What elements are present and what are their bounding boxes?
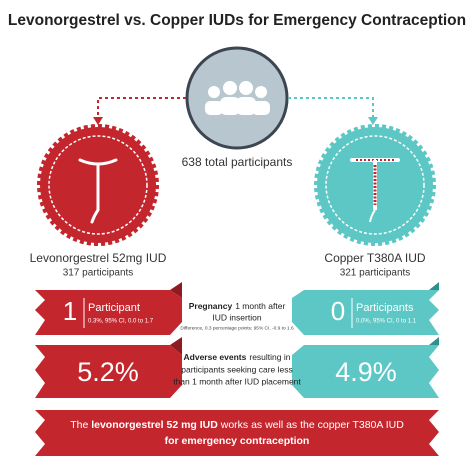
pregnancy-label: Pregnancy 1 month after: [189, 301, 286, 311]
left-adverse-value: 5.2%: [77, 357, 139, 387]
left-adverse-banner: [35, 345, 182, 398]
conclusion-bold: levonorgestrel 52 mg IUD: [91, 419, 218, 431]
pregnancy-text: 1 month after: [235, 301, 285, 311]
left-pregnancy-unit: Participant: [88, 302, 140, 314]
banner-fold: [170, 337, 182, 355]
conclusion-text: works as well as the copper T380A IUD: [218, 419, 404, 431]
adverse-text: resulting in: [249, 352, 290, 362]
levonorgestrel-iud-icon: [78, 158, 118, 224]
total-participants: 638 total participants: [182, 155, 293, 169]
pregnancy-difference: Difference, 0.3 percentage points; 95% C…: [180, 325, 294, 331]
adverse-bold: Adverse events: [184, 352, 247, 362]
left-arrowhead: [93, 117, 103, 125]
pregnancy-bold: Pregnancy: [189, 301, 233, 311]
left-pregnancy-ci: 0.3%, 95% CI, 0.0 to 1.7: [88, 319, 154, 325]
left-name: Levonorgestrel 52mg IUD: [30, 251, 167, 265]
people-icon: [205, 81, 270, 115]
right-pregnancy-count: 0: [331, 296, 345, 326]
left-seal-ring: [48, 135, 148, 235]
left-participants: 317 participants: [63, 268, 134, 279]
right-participants: 321 participants: [340, 268, 411, 279]
adverse-line: than 1 month after IUD placement: [173, 376, 301, 386]
right-adverse-value: 4.9%: [335, 357, 397, 387]
right-name: Copper T380A IUD: [324, 251, 426, 265]
right-arrow: [288, 97, 374, 118]
conclusion-banner: [35, 410, 439, 456]
conclusion-line1: The levonorgestrel 52 mg IUD works as we…: [70, 419, 404, 431]
banner-fold: [429, 337, 439, 345]
right-seal-ring: [325, 135, 425, 235]
right-pregnancy-ci: 0.0%, 95% CI, 0 to 1.1: [356, 319, 417, 325]
copper-iud-string: [369, 209, 376, 223]
left-pregnancy-count: 1: [63, 296, 77, 326]
banner-fold: [429, 282, 439, 290]
pregnancy-label-line2: IUD insertion: [212, 312, 261, 322]
right-pregnancy-banner: [292, 290, 439, 335]
banner-fold: [170, 282, 182, 298]
right-arrowhead: [368, 117, 378, 125]
left-pregnancy-banner: [35, 290, 182, 335]
right-pregnancy-unit: Participants: [356, 302, 414, 314]
title: Levonorgestrel vs. Copper IUDs for Emerg…: [8, 12, 466, 29]
adverse-line: participants seeking care less: [181, 364, 293, 374]
conclusion-line2: for emergency contraception: [165, 435, 310, 447]
adverse-label: Adverse events resulting in: [184, 352, 291, 362]
conclusion-text: The: [70, 419, 91, 431]
right-adverse-banner: [292, 345, 439, 398]
left-arrow: [97, 97, 186, 118]
